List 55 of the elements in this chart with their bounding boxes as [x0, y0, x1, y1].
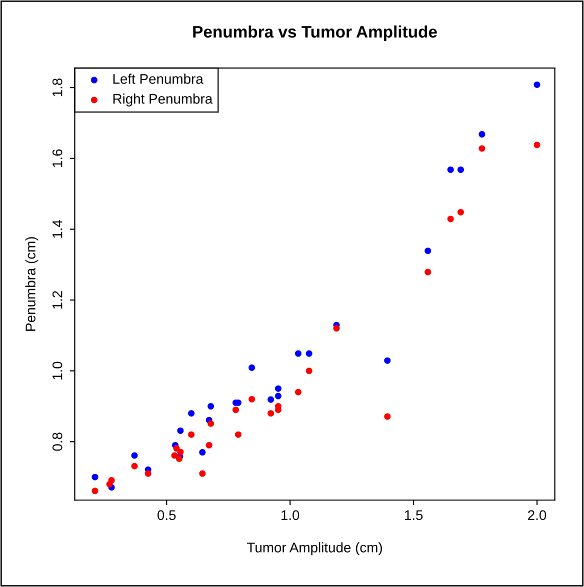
- x-tick-label: 1.5: [404, 510, 423, 520]
- point: [534, 81, 540, 88]
- point: [457, 166, 464, 173]
- point: [384, 357, 391, 364]
- point: [294, 388, 302, 396]
- point: [92, 474, 98, 480]
- point: [108, 477, 115, 484]
- point: [274, 392, 282, 400]
- point: [478, 131, 486, 138]
- x-tick-label: 2.0: [528, 510, 546, 520]
- point: [248, 396, 256, 402]
- y-tick-label: 1.4: [52, 220, 62, 238]
- point: [447, 216, 454, 222]
- point: [457, 208, 464, 216]
- point: [206, 442, 212, 448]
- point: [188, 410, 195, 417]
- x-axis-title: Tumor Amplitude (cm): [247, 542, 382, 556]
- legend-label: Left Penumbra: [113, 74, 204, 84]
- point: [208, 403, 214, 410]
- point: [177, 427, 184, 434]
- y-tick-label: 1.8: [52, 78, 62, 96]
- x-tick-label: 1.0: [281, 510, 300, 520]
- point: [188, 431, 195, 438]
- point: [447, 166, 454, 173]
- point: [424, 248, 432, 254]
- point: [306, 350, 312, 357]
- point: [144, 470, 152, 477]
- point: [274, 385, 282, 392]
- point: [234, 431, 242, 438]
- point: [248, 364, 256, 371]
- y-tick-label: 0.8: [52, 432, 62, 451]
- point: [232, 406, 240, 414]
- point: [268, 396, 274, 403]
- chart-title: Penumbra vs Tumor Amplitude: [193, 25, 437, 41]
- point: [294, 350, 302, 357]
- y-tick-label: 1.2: [52, 291, 62, 309]
- point: [268, 410, 274, 417]
- point: [199, 449, 206, 456]
- point: [478, 145, 486, 152]
- point: [177, 448, 184, 456]
- x-tick-label: 0.5: [158, 510, 176, 520]
- legend-label: Right Penumbra: [113, 94, 213, 106]
- point: [384, 413, 391, 420]
- y-tick-label: 1.6: [52, 149, 62, 167]
- y-tick-label: 1.0: [52, 362, 62, 380]
- point: [208, 420, 214, 427]
- point: [131, 452, 138, 459]
- point: [92, 488, 98, 494]
- point: [131, 462, 138, 470]
- point: [534, 142, 540, 148]
- point: [424, 268, 432, 276]
- y-axis-title: Penumbra (cm): [25, 237, 38, 331]
- point: [199, 470, 206, 477]
- point: [306, 368, 312, 374]
- point: [333, 325, 340, 332]
